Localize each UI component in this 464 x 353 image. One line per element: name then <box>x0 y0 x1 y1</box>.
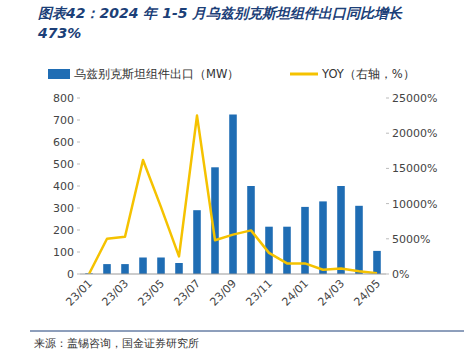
y2-tick <box>386 133 389 134</box>
y-tick-label: 800 <box>53 92 74 105</box>
bar <box>283 227 291 274</box>
source: 来源：盖锡咨询，国金证券研究所 <box>34 337 199 349</box>
title-line: 473% <box>37 25 81 41</box>
bar <box>139 258 147 275</box>
y2-tick <box>386 168 389 169</box>
y2-tick-label: 5000% <box>392 233 430 246</box>
title: 图表42：2024 年 1-5 月乌兹别克斯坦组件出口同比增长 473% <box>37 5 403 41</box>
y-tick-label: 100 <box>53 246 74 259</box>
bar <box>337 186 345 274</box>
y2-tick <box>386 98 389 99</box>
x-tick-label: 23/09 <box>208 277 240 309</box>
x-tick-label: 23/07 <box>172 277 204 309</box>
bar <box>193 210 201 274</box>
yoy-line <box>89 116 377 274</box>
y-tick <box>77 230 80 231</box>
legend-label: 乌兹别克斯坦组件出口（MW） <box>74 67 239 81</box>
bar <box>319 201 327 274</box>
legend-swatch <box>48 69 70 79</box>
legend-swatch <box>290 73 318 76</box>
bar <box>355 206 363 274</box>
y-tick-label: 300 <box>53 202 74 215</box>
bar <box>103 264 111 274</box>
y2-tick-label: 10000% <box>392 198 437 211</box>
x-tick-label: 23/11 <box>244 277 276 309</box>
y2-tick-label: 0% <box>392 268 409 281</box>
y2-tick <box>386 203 389 204</box>
y-tick <box>77 98 80 99</box>
bar <box>157 258 165 275</box>
y2-tick-label: 15000% <box>392 162 437 175</box>
y2-tick <box>386 238 389 239</box>
plot <box>85 115 381 275</box>
x-tick-label: 23/01 <box>64 277 96 309</box>
x-tick-label: 24/05 <box>352 277 384 309</box>
y-tick <box>77 252 80 253</box>
bar <box>229 115 237 275</box>
y-tick-label: 600 <box>53 136 74 149</box>
y-tick <box>77 120 80 121</box>
source-rule <box>30 331 464 332</box>
bar <box>373 251 381 274</box>
x-tick-label: 23/05 <box>136 277 168 309</box>
x-tick-label: 23/03 <box>100 277 132 309</box>
y-tick <box>77 208 80 209</box>
y-tick <box>77 186 80 187</box>
legend-label: YOY（右轴，%） <box>321 67 415 81</box>
chart: 图表42：2024 年 1-5 月乌兹别克斯坦组件出口同比增长 473% 乌兹别克斯… <box>0 0 464 353</box>
x-axis <box>80 274 386 275</box>
title-line: 图表42：2024 年 1-5 月乌兹别克斯坦组件出口同比增长 <box>38 5 403 21</box>
y-tick <box>77 274 80 275</box>
y2-tick-label: 20000% <box>392 127 437 140</box>
bar <box>121 264 129 274</box>
y-tick-label: 700 <box>53 114 74 127</box>
bar <box>175 263 183 274</box>
y-tick-label: 500 <box>53 158 74 171</box>
y2-tick <box>386 274 389 275</box>
y-tick <box>77 164 80 165</box>
y-tick-label: 0 <box>67 268 74 281</box>
x-tick-label: 24/01 <box>280 277 312 309</box>
y-tick-label: 400 <box>53 180 74 193</box>
y2-tick-label: 25000% <box>392 92 437 105</box>
y-tick-label: 200 <box>53 224 74 237</box>
y-tick <box>77 142 80 143</box>
x-tick-label: 24/03 <box>316 277 348 309</box>
